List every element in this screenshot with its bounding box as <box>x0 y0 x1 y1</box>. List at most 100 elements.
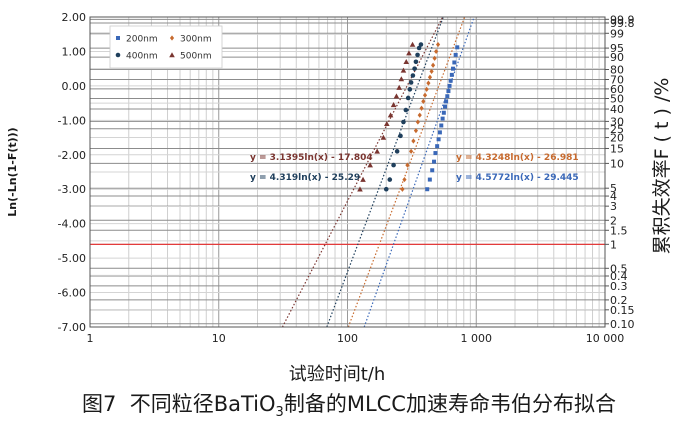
right-tick-label: 0.10 <box>610 318 635 331</box>
data-point-500nm <box>357 186 363 192</box>
data-point-300nm <box>400 186 405 192</box>
data-point-200nm <box>440 116 445 121</box>
data-point-500nm <box>380 134 387 140</box>
y-tick-label: -2.00 <box>58 149 86 162</box>
data-point-500nm <box>367 162 373 168</box>
legend-label-300nm: 300nm <box>180 35 212 45</box>
right-tick-label: 95 <box>610 42 624 55</box>
y-tick-label: -5.00 <box>58 252 86 265</box>
data-point-300nm <box>424 86 429 92</box>
right-tick-label: 5 <box>610 182 617 195</box>
fit-line-200nm <box>363 16 475 328</box>
data-point-400nm <box>387 177 393 182</box>
y-tick-label: -1.00 <box>58 114 86 127</box>
data-point-300nm <box>430 62 436 68</box>
data-point-200nm <box>453 52 458 57</box>
right-tick-label: 70 <box>610 73 624 86</box>
data-point-500nm <box>400 67 407 73</box>
y-tick-label: -4.00 <box>58 218 86 231</box>
legend-label-200nm: 200nm <box>126 35 158 45</box>
data-point-300nm <box>421 98 426 104</box>
data-point-400nm <box>407 87 413 92</box>
fit-equation-400nm: y = 4.319ln(x) - 25.29 <box>250 173 360 183</box>
data-point-200nm <box>432 159 437 164</box>
legend-marker-400nm <box>115 52 121 58</box>
data-point-200nm <box>447 83 452 88</box>
data-point-200nm <box>435 144 440 149</box>
data-point-200nm <box>448 78 453 83</box>
legend-label-500nm: 500nm <box>180 52 212 62</box>
right-tick-label: 40 <box>610 103 624 116</box>
y-axis-label-left: Ln(-Ln(1-F(t))) <box>6 127 19 216</box>
right-tick-label: 99.8 <box>610 17 635 30</box>
fit-equation-200nm: y = 4.5772ln(x) - 29.445 <box>456 173 579 183</box>
data-point-500nm <box>396 84 402 90</box>
x-axis-label: 试验时间t/h <box>289 364 386 385</box>
data-point-300nm <box>422 92 428 98</box>
data-point-500nm <box>409 41 416 47</box>
y-tick-label: -3.00 <box>58 183 86 196</box>
data-point-400nm <box>418 42 424 47</box>
data-point-300nm <box>419 105 424 111</box>
fit-line-300nm <box>347 16 466 328</box>
data-point-200nm <box>444 99 449 104</box>
right-tick-label: 99.9 <box>610 13 635 26</box>
data-point-200nm <box>452 60 457 65</box>
data-point-500nm <box>387 112 394 118</box>
data-point-400nm <box>410 73 416 78</box>
x-tick-label: 10 <box>212 332 226 345</box>
data-point-300nm <box>411 138 416 144</box>
data-point-200nm <box>437 130 442 135</box>
fit-equation-300nm: y = 4.3248ln(x) - 26.981 <box>456 153 579 163</box>
data-point-200nm <box>451 66 456 71</box>
data-point-500nm <box>360 176 366 182</box>
data-point-500nm <box>390 102 397 108</box>
data-point-300nm <box>417 112 422 118</box>
data-point-300nm <box>402 176 407 183</box>
data-point-400nm <box>383 186 389 192</box>
right-tick-label: 99 <box>610 27 624 40</box>
fit-line-400nm <box>326 16 444 328</box>
x-tick-label: 10 000 <box>586 332 625 345</box>
legend-marker-200nm <box>116 36 120 40</box>
data-point-200nm <box>439 123 444 128</box>
data-point-200nm <box>445 94 450 99</box>
y-tick-label: 0.00 <box>62 80 87 93</box>
data-point-300nm <box>409 148 414 154</box>
right-tick-label: 1 <box>610 238 617 251</box>
data-point-500nm <box>374 148 380 154</box>
right-tick-label: 90 <box>610 51 624 64</box>
data-point-400nm <box>391 162 396 168</box>
y-tick-label: 2.00 <box>62 11 87 24</box>
y-tick-label: -6.00 <box>58 287 86 300</box>
right-tick-label: 60 <box>610 83 624 96</box>
data-points <box>357 41 460 192</box>
data-point-200nm <box>425 187 430 192</box>
data-point-500nm <box>393 93 400 99</box>
right-tick-label: 25 <box>610 123 624 136</box>
right-tick-label: 2 <box>610 214 617 227</box>
plot-frame <box>89 16 606 328</box>
data-point-300nm <box>426 80 431 86</box>
figure-caption: 图7 不同粒径BaTiO3制备的MLCC加速寿命韦伯分布拟合 <box>82 392 616 421</box>
legend-box <box>109 25 223 69</box>
x-tick-label: 1 <box>87 332 94 345</box>
right-tick-label: 0.2 <box>610 294 628 307</box>
right-tick-label: 80 <box>610 63 624 76</box>
data-point-400nm <box>416 45 422 51</box>
data-point-200nm <box>449 72 454 77</box>
right-tick-label: 0.3 <box>610 280 628 293</box>
data-point-500nm <box>398 76 405 82</box>
data-point-200nm <box>427 177 432 182</box>
data-point-200nm <box>443 104 448 109</box>
data-point-500nm <box>406 50 412 56</box>
y-axis-label-right: 累积失效率F ( t ) /% <box>651 78 673 255</box>
data-point-400nm <box>398 133 403 139</box>
data-point-400nm <box>415 52 420 58</box>
right-tick-label: 15 <box>610 142 624 155</box>
data-point-200nm <box>430 168 435 173</box>
data-point-300nm <box>427 74 433 80</box>
data-point-500nm <box>403 58 410 65</box>
